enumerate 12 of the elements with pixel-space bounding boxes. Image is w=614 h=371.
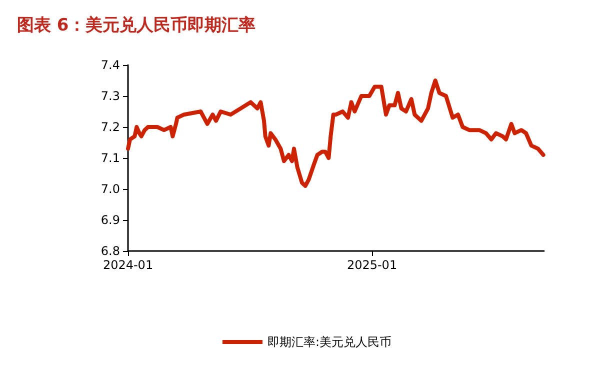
y-tick-label: 6.8 — [100, 244, 120, 258]
legend-label: 即期汇率:美元兑人民币 — [267, 335, 392, 349]
x-tick-label: 2024-01 — [102, 258, 154, 272]
y-tick-label: 7.1 — [100, 151, 120, 165]
y-tick-label: 7.2 — [100, 120, 120, 134]
chart-title: 图表 6：美元兑人民币即期汇率 — [17, 16, 256, 36]
y-tick-label: 6.9 — [100, 213, 120, 227]
y-tick-label: 7.3 — [100, 89, 120, 103]
x-tick-label: 2025-01 — [346, 258, 398, 272]
y-tick-label: 7.0 — [100, 182, 120, 196]
line-series — [126, 78, 546, 188]
y-tick-label: 7.4 — [100, 58, 120, 72]
